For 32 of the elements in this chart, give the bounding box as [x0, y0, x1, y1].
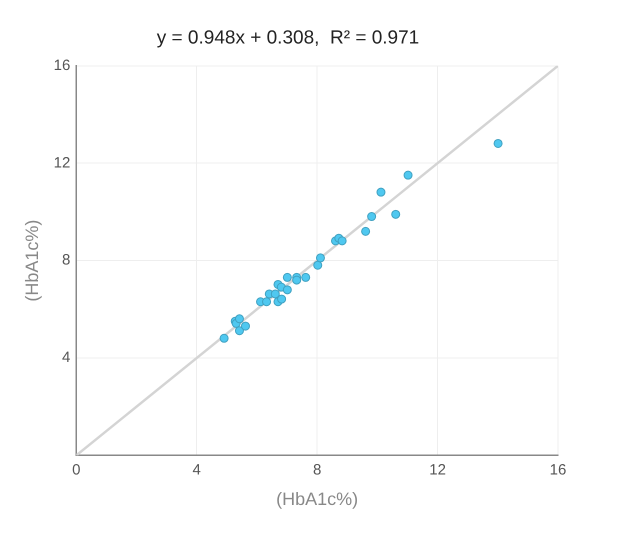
- x-tick-label: 0: [72, 462, 80, 479]
- x-axis-title: (HbA1c%): [276, 489, 358, 510]
- point: [277, 294, 286, 304]
- point: [361, 226, 370, 236]
- point: [301, 272, 310, 282]
- x-tick-label: 12: [429, 462, 446, 479]
- point: [220, 334, 229, 343]
- point: [376, 188, 386, 197]
- y-tick-label: 8: [62, 252, 70, 269]
- point: [404, 170, 413, 180]
- point: [282, 285, 292, 294]
- point: [338, 236, 347, 246]
- y-tick-label: 16: [54, 56, 70, 74]
- point: [282, 272, 292, 282]
- point: [262, 297, 272, 306]
- point: [494, 138, 503, 148]
- y-tick-label: 4: [62, 349, 70, 366]
- y-axis-title: (HbA1c%): [22, 220, 42, 302]
- point: [292, 276, 302, 285]
- point: [313, 260, 322, 270]
- x-tick-label: 16: [550, 462, 566, 479]
- point: [270, 289, 280, 298]
- x-tick-label: 8: [312, 462, 322, 479]
- point: [367, 212, 376, 222]
- point: [240, 322, 250, 331]
- chart-title: y = 0.948x + 0.308, R² = 0.971: [156, 28, 420, 49]
- point: [391, 210, 400, 219]
- x-tick-label: 4: [192, 462, 201, 479]
- point: [316, 253, 325, 262]
- y-tick-label: 12: [54, 154, 70, 172]
- point: [234, 326, 244, 336]
- point: [234, 314, 244, 324]
